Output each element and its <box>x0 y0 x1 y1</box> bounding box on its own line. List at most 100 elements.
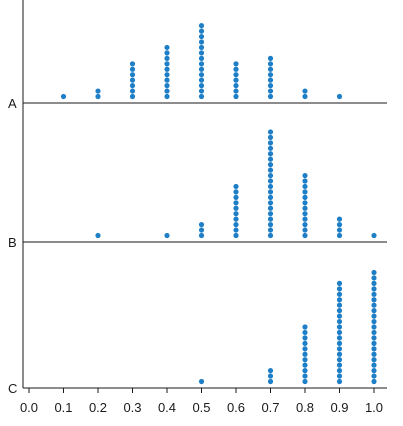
data-dot <box>233 216 239 222</box>
data-dot <box>302 357 308 363</box>
dot-column <box>60 93 67 100</box>
data-dot <box>267 145 274 151</box>
data-dot <box>164 83 170 89</box>
data-dot <box>198 88 205 94</box>
data-dot <box>336 280 343 286</box>
data-dot <box>371 275 377 281</box>
data-dot <box>267 66 274 72</box>
data-dot <box>267 216 274 222</box>
data-dot <box>233 222 239 228</box>
data-dot <box>371 297 377 303</box>
data-dot <box>95 88 101 94</box>
data-dot <box>267 373 274 379</box>
panel-label: B <box>8 235 17 250</box>
data-dot <box>267 172 274 179</box>
data-dot <box>371 302 377 308</box>
data-dot <box>302 335 308 341</box>
dot-column <box>371 269 377 385</box>
data-dot <box>302 178 308 184</box>
dot-column <box>129 61 136 100</box>
data-dot <box>302 373 308 379</box>
data-dot <box>60 93 67 100</box>
data-dot <box>336 329 343 336</box>
data-dot <box>302 329 308 336</box>
data-dot <box>164 88 170 94</box>
data-dot <box>129 61 136 67</box>
dot-column <box>336 93 343 100</box>
data-dot <box>336 351 343 357</box>
data-dot <box>267 178 274 184</box>
data-dot <box>302 189 308 195</box>
dot-column <box>95 232 101 239</box>
data-dot <box>302 205 308 211</box>
data-dot <box>336 93 343 100</box>
dot-plot-panels: A B C <box>8 23 387 396</box>
dot-column <box>198 222 205 239</box>
dot-column <box>233 61 239 100</box>
data-dot <box>164 66 170 72</box>
dot-column <box>233 183 239 239</box>
data-dot <box>336 324 343 330</box>
data-dot <box>336 222 343 228</box>
data-dot <box>267 129 274 135</box>
data-dot <box>336 308 343 314</box>
data-dot <box>371 269 377 276</box>
data-dot <box>302 216 308 222</box>
data-dot <box>198 55 205 61</box>
data-dot <box>371 232 377 239</box>
data-dot <box>302 88 308 94</box>
data-dot <box>302 362 308 368</box>
data-dot <box>267 83 274 89</box>
data-dot <box>95 93 101 100</box>
data-dot <box>336 297 343 303</box>
data-dot <box>267 183 274 190</box>
data-dot <box>336 340 343 346</box>
x-tick-label: 0.4 <box>158 400 176 415</box>
data-dot <box>198 23 205 29</box>
panel-label: C <box>8 381 17 396</box>
data-dot <box>233 183 239 190</box>
data-dot <box>164 61 170 67</box>
data-dot <box>233 205 239 211</box>
data-dot <box>371 373 377 379</box>
data-dot <box>371 340 377 346</box>
x-tick-label: 0.0 <box>20 400 38 415</box>
data-dot <box>267 189 274 195</box>
data-dot <box>267 77 274 83</box>
x-tick-label: 0.1 <box>54 400 72 415</box>
data-dot <box>198 93 205 100</box>
data-dot <box>302 93 308 100</box>
data-dot <box>267 368 274 374</box>
data-dot <box>198 232 205 239</box>
data-dot <box>267 55 274 61</box>
data-dot <box>267 72 274 78</box>
data-dot <box>302 324 308 330</box>
data-dot <box>302 346 308 352</box>
data-dot <box>164 55 170 61</box>
data-dot <box>371 291 377 297</box>
data-dot <box>336 302 343 308</box>
data-dot <box>233 211 239 217</box>
panel-label: A <box>8 96 17 111</box>
dot-column <box>302 324 308 385</box>
data-dot <box>267 200 274 206</box>
data-dot <box>95 232 101 239</box>
data-dot <box>336 313 343 319</box>
data-dot <box>233 61 239 67</box>
dot-column <box>267 55 274 100</box>
data-dot <box>336 286 343 292</box>
data-dot <box>371 308 377 314</box>
data-dot <box>198 28 205 34</box>
data-dot <box>371 351 377 357</box>
dot-column <box>267 129 274 239</box>
dot-column <box>302 88 308 100</box>
x-tick-label: 0.5 <box>192 400 210 415</box>
data-dot <box>198 77 205 83</box>
data-dot <box>233 66 239 72</box>
data-dot <box>164 72 170 78</box>
data-dot <box>336 378 343 385</box>
dot-column <box>95 88 101 100</box>
data-dot <box>267 167 274 173</box>
data-dot <box>198 33 205 40</box>
